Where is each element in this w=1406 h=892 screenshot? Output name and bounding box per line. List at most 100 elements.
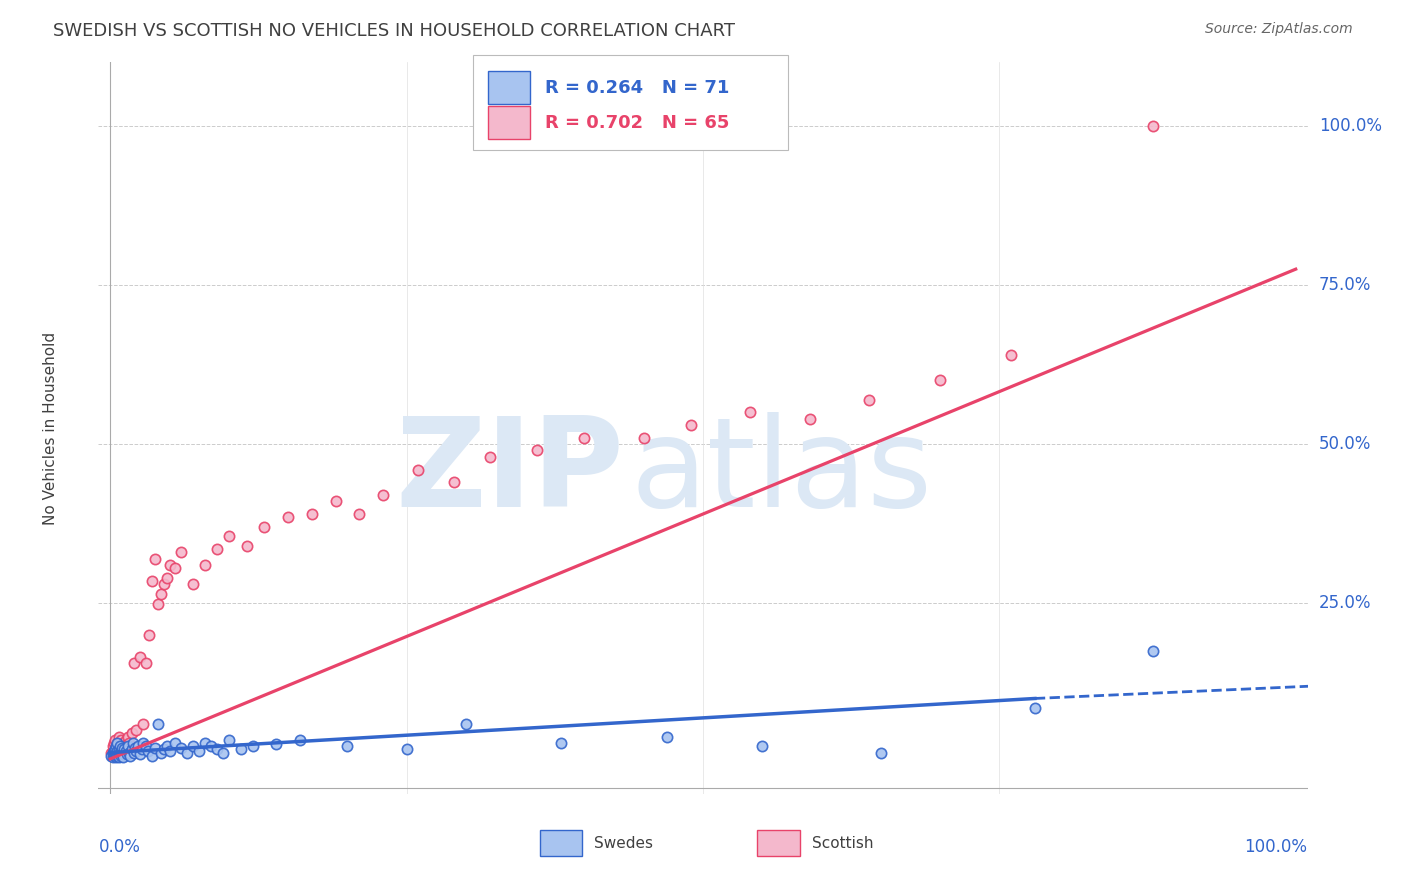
Point	[110, 748, 132, 763]
Point	[103, 747, 125, 762]
Point	[395, 742, 418, 756]
Point	[371, 488, 394, 502]
Point	[112, 746, 135, 760]
Point	[336, 739, 359, 754]
Point	[264, 737, 287, 751]
Point	[105, 736, 128, 750]
Point	[107, 747, 129, 762]
Point	[105, 739, 128, 754]
Point	[277, 510, 299, 524]
Point	[131, 742, 153, 756]
Point	[146, 717, 169, 731]
Text: SWEDISH VS SCOTTISH NO VEHICLES IN HOUSEHOLD CORRELATION CHART: SWEDISH VS SCOTTISH NO VEHICLES IN HOUSE…	[53, 22, 735, 40]
Point	[114, 732, 136, 747]
Point	[114, 742, 136, 756]
Point	[170, 741, 193, 756]
Text: ZIP: ZIP	[395, 411, 624, 533]
Point	[105, 736, 128, 750]
Point	[253, 520, 276, 534]
Point	[125, 744, 148, 758]
Point	[104, 742, 127, 756]
Point	[242, 739, 264, 754]
Point	[657, 730, 679, 744]
Text: 25.0%: 25.0%	[1319, 594, 1371, 612]
Text: 100.0%: 100.0%	[1319, 117, 1382, 135]
Point	[100, 746, 122, 760]
Point	[141, 748, 163, 763]
Point	[194, 558, 217, 572]
Point	[103, 747, 125, 762]
Point	[526, 443, 548, 458]
Text: R = 0.702   N = 65: R = 0.702 N = 65	[544, 114, 728, 132]
Text: No Vehicles in Household: No Vehicles in Household	[42, 332, 58, 524]
Point	[218, 529, 240, 543]
Point	[122, 657, 145, 671]
Point	[141, 574, 163, 588]
Point	[740, 405, 762, 419]
Point	[454, 717, 477, 731]
Point	[105, 746, 128, 760]
Point	[112, 750, 135, 764]
Point	[111, 744, 134, 758]
Point	[156, 739, 179, 754]
Point	[127, 739, 149, 754]
Point	[205, 541, 228, 556]
Point	[105, 746, 128, 760]
Point	[121, 742, 143, 756]
Point	[110, 732, 132, 747]
Point	[152, 742, 174, 756]
Point	[108, 742, 131, 756]
Point	[108, 746, 131, 760]
Point	[129, 650, 152, 665]
Point	[176, 746, 198, 760]
Point	[146, 598, 169, 612]
FancyBboxPatch shape	[540, 830, 582, 856]
Text: Source: ZipAtlas.com: Source: ZipAtlas.com	[1205, 22, 1353, 37]
Point	[574, 431, 596, 445]
Point	[170, 545, 193, 559]
Point	[135, 657, 157, 671]
Point	[212, 746, 235, 760]
Point	[105, 744, 128, 758]
Point	[111, 747, 134, 762]
Point	[121, 726, 143, 740]
Point	[105, 739, 128, 754]
Point	[121, 736, 143, 750]
Point	[108, 739, 131, 754]
Point	[478, 450, 501, 464]
Point	[103, 736, 125, 750]
Point	[188, 744, 211, 758]
Point	[156, 571, 179, 585]
FancyBboxPatch shape	[474, 55, 787, 150]
Point	[107, 730, 129, 744]
Point	[105, 744, 128, 758]
Point	[751, 739, 773, 754]
Point	[408, 462, 430, 476]
Point	[107, 742, 129, 756]
Point	[150, 586, 173, 600]
Point	[143, 551, 166, 566]
Point	[194, 736, 217, 750]
Point	[218, 732, 240, 747]
Point	[108, 746, 131, 760]
Point	[159, 558, 181, 572]
Point	[101, 739, 124, 754]
Point	[181, 577, 204, 591]
Point	[111, 741, 134, 756]
Point	[104, 748, 127, 763]
Point	[1024, 701, 1046, 715]
Point	[1142, 644, 1164, 658]
Text: Scottish: Scottish	[811, 836, 873, 851]
Point	[107, 747, 129, 762]
Point	[150, 746, 173, 760]
Point	[101, 744, 124, 758]
Point	[118, 736, 141, 750]
Text: atlas: atlas	[630, 411, 932, 533]
Point	[200, 739, 222, 754]
Point	[288, 732, 311, 747]
Point	[443, 475, 465, 490]
Point	[124, 741, 146, 756]
Point	[105, 750, 128, 764]
Point	[118, 746, 141, 760]
Point	[858, 392, 880, 407]
